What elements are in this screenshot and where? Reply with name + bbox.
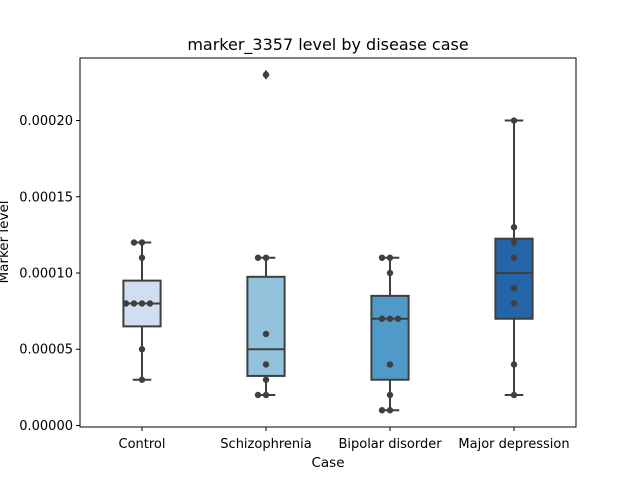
data-point [130, 300, 138, 307]
x-tick-label: Major depression [458, 437, 569, 452]
y-axis-label: Marker level [0, 200, 12, 283]
data-point [386, 391, 394, 399]
data-point [262, 391, 270, 399]
plot-frame [79, 57, 577, 428]
data-point [262, 376, 270, 383]
x-axis-label: Case [311, 455, 344, 471]
data-point [510, 254, 518, 261]
chart-marks [122, 69, 534, 414]
data-point [122, 300, 130, 307]
data-point [138, 300, 146, 307]
data-point [130, 239, 138, 246]
swarm-group [254, 71, 270, 399]
data-point [262, 254, 270, 261]
data-point [262, 71, 270, 78]
data-point [378, 254, 386, 261]
data-point [262, 330, 270, 338]
data-point [138, 346, 146, 353]
chart-title: marker_3357 level by disease case [187, 35, 468, 55]
y-axis: 0.00000 0.00005 0.00010 0.00015 0.00020 [19, 114, 80, 434]
data-point [510, 239, 518, 246]
data-point [254, 254, 262, 261]
swarm-group [378, 254, 402, 414]
data-point [510, 285, 518, 292]
data-point [386, 269, 394, 277]
data-point [138, 254, 146, 261]
data-point [386, 361, 394, 368]
data-point [510, 117, 518, 124]
data-point [394, 315, 402, 322]
data-point [510, 224, 518, 231]
swarm-group [122, 239, 154, 383]
data-point [378, 407, 386, 414]
x-tick-label: Bipolar disorder [338, 437, 442, 452]
x-tick-label: Schizophrenia [220, 437, 311, 452]
data-point [262, 361, 270, 368]
data-point [378, 315, 386, 322]
y-tick-label: 0.00020 [19, 114, 73, 129]
x-tick-label: Control [119, 437, 166, 452]
data-point [386, 315, 394, 322]
y-tick-label: 0.00015 [19, 190, 73, 205]
swarm-group [510, 117, 518, 399]
data-point [510, 300, 518, 307]
box-iqr [494, 237, 534, 320]
box-iqr [246, 275, 286, 377]
y-tick-label: 0.00010 [19, 266, 73, 281]
data-point [138, 239, 146, 246]
data-point [510, 391, 518, 399]
data-point [386, 407, 394, 414]
data-point [146, 300, 154, 307]
data-point [510, 361, 518, 368]
data-point [254, 391, 262, 399]
y-tick-label: 0.00000 [19, 419, 73, 434]
y-tick-label: 0.00005 [19, 343, 73, 358]
x-axis: Control Schizophrenia Bipolar disorder Majo… [119, 427, 570, 452]
data-point [138, 376, 146, 383]
data-point [386, 254, 394, 261]
